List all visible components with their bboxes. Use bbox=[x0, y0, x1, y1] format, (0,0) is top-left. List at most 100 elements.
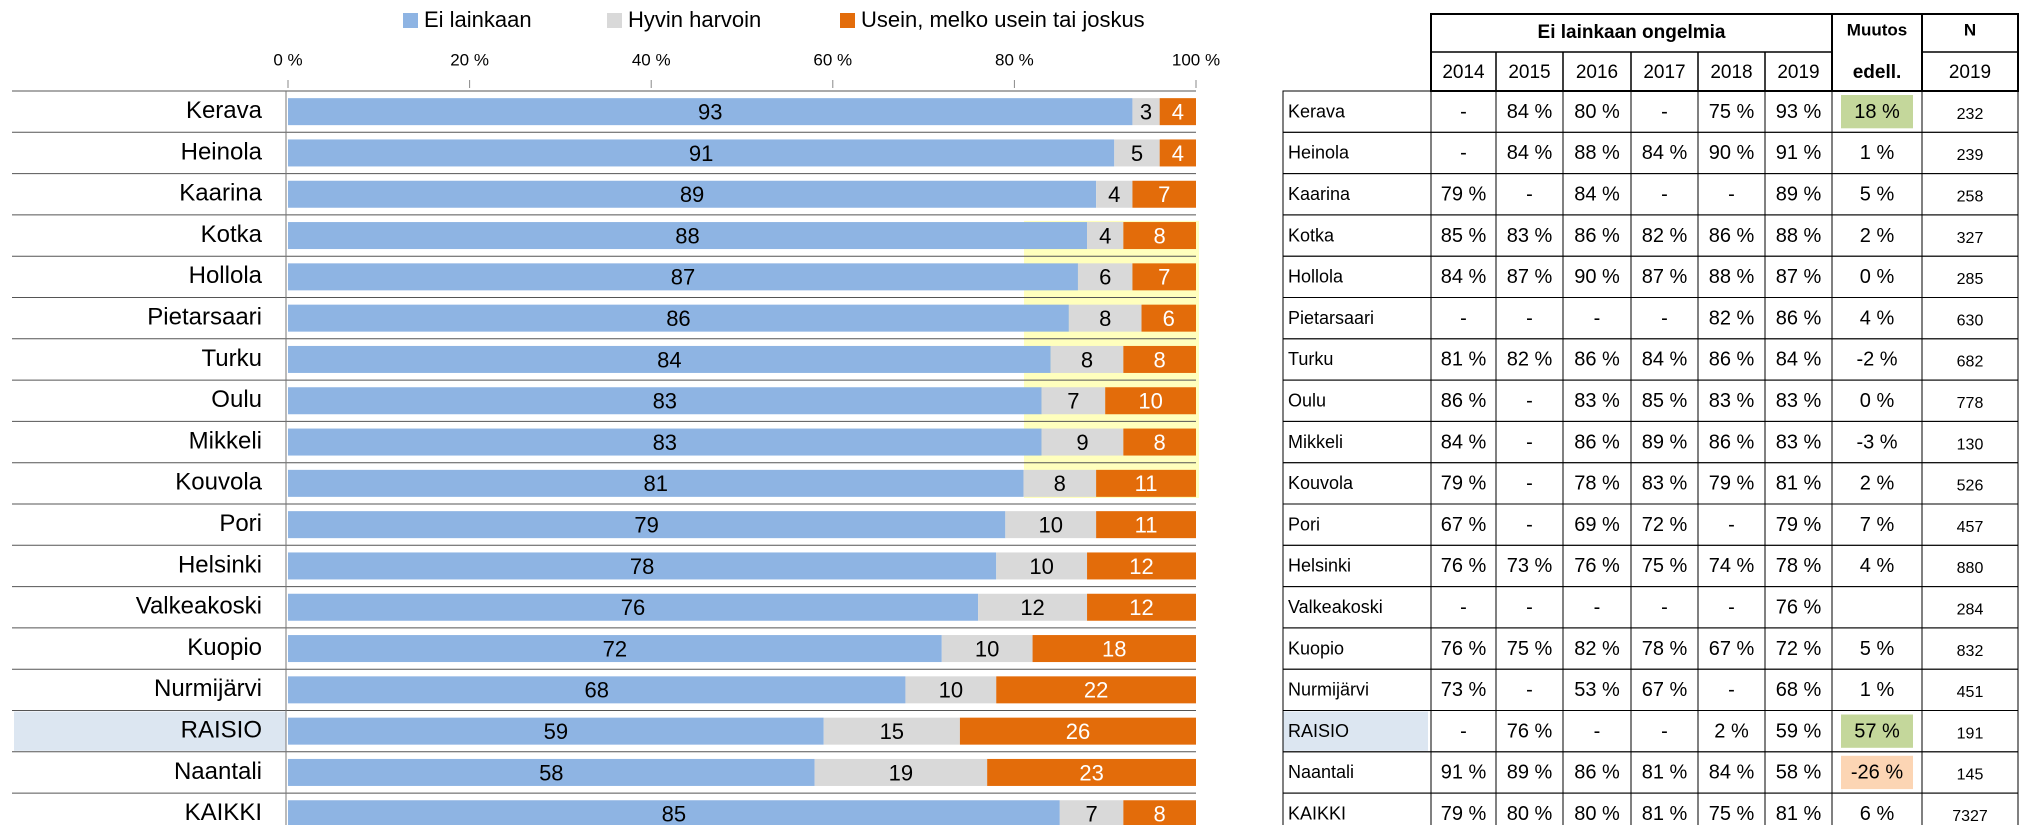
bar-segment bbox=[288, 800, 1060, 825]
bar-segment bbox=[1114, 139, 1160, 167]
table-cell: 79 % bbox=[1776, 514, 1822, 536]
table-cell: 84 % bbox=[1441, 431, 1487, 453]
table-cell: 73 % bbox=[1507, 555, 1553, 577]
table-cell: 89 % bbox=[1776, 184, 1822, 206]
n-value: 145 bbox=[1957, 767, 1984, 784]
bar-segment bbox=[288, 593, 979, 621]
n-value: 682 bbox=[1957, 354, 1984, 371]
change-highlight bbox=[1841, 714, 1913, 748]
n-value: 285 bbox=[1957, 271, 1984, 288]
table-cell: 76 % bbox=[1507, 720, 1553, 742]
data-label: 9 bbox=[1076, 430, 1088, 455]
n-header: 2019 bbox=[1949, 62, 1991, 83]
table-cell: - bbox=[1526, 679, 1533, 701]
change-value: 18 % bbox=[1854, 101, 1900, 123]
change-value: 4 % bbox=[1860, 555, 1895, 577]
data-label: 84 bbox=[657, 347, 681, 372]
table-cell: 85 % bbox=[1441, 225, 1487, 247]
data-label: 79 bbox=[634, 512, 658, 537]
table-row-name: Kerava bbox=[1288, 101, 1346, 121]
data-label: 58 bbox=[539, 760, 563, 785]
table-cell: 74 % bbox=[1709, 555, 1755, 577]
data-label: 10 bbox=[1029, 554, 1053, 579]
row-label: Oulu bbox=[211, 386, 262, 413]
table-cell: 79 % bbox=[1441, 473, 1487, 495]
table-cell: 88 % bbox=[1574, 142, 1620, 164]
table-cell: 86 % bbox=[1776, 307, 1822, 329]
table-cell: - bbox=[1661, 597, 1668, 619]
bar-segment bbox=[1041, 387, 1106, 415]
change-value: 7 % bbox=[1860, 514, 1895, 536]
table-cell: - bbox=[1526, 514, 1533, 536]
data-label: 10 bbox=[1038, 512, 1062, 537]
data-label: 83 bbox=[653, 430, 677, 455]
bar-segment bbox=[987, 758, 1196, 786]
table-row-name: Pietarsaari bbox=[1288, 308, 1374, 328]
legend-swatch bbox=[403, 13, 418, 28]
table-cell: 84 % bbox=[1642, 142, 1688, 164]
data-label: 7 bbox=[1158, 265, 1170, 290]
table-cell: 81 % bbox=[1776, 803, 1822, 825]
n-cell bbox=[1921, 792, 2019, 825]
change-value: 4 % bbox=[1860, 307, 1895, 329]
data-label: 91 bbox=[689, 141, 713, 166]
legend-label: Ei lainkaan bbox=[424, 7, 532, 32]
table-cell: 79 % bbox=[1709, 473, 1755, 495]
table-cell: 84 % bbox=[1507, 142, 1553, 164]
data-label: 11 bbox=[1135, 512, 1158, 537]
bar-segment bbox=[1159, 98, 1196, 126]
data-label: 87 bbox=[671, 265, 695, 290]
data-label: 93 bbox=[698, 99, 722, 124]
bar-segment bbox=[1123, 800, 1196, 825]
table-cell: 82 % bbox=[1709, 307, 1755, 329]
change-cell bbox=[1831, 586, 1923, 629]
table-cell: 83 % bbox=[1709, 390, 1755, 412]
row-label: Helsinki bbox=[178, 551, 262, 578]
table-cell: 75 % bbox=[1709, 803, 1755, 825]
bar-segment bbox=[1159, 139, 1196, 167]
row-label: Kuopio bbox=[187, 634, 262, 661]
n-value: 457 bbox=[1957, 519, 1984, 536]
change-highlight bbox=[1841, 755, 1913, 790]
data-label: 89 bbox=[680, 182, 704, 207]
table-cell: - bbox=[1526, 431, 1533, 453]
table-cell: 78 % bbox=[1642, 638, 1688, 660]
bar-segment bbox=[1096, 469, 1196, 497]
table-cell: 81 % bbox=[1441, 349, 1487, 371]
legend-label: Usein, melko usein tai joskus bbox=[861, 7, 1145, 32]
row-label: Naantali bbox=[174, 758, 262, 785]
n-value: 880 bbox=[1957, 560, 1984, 577]
data-label: 8 bbox=[1099, 306, 1111, 331]
data-label: 5 bbox=[1131, 141, 1143, 166]
table-cell: 86 % bbox=[1574, 225, 1620, 247]
change-value: 1 % bbox=[1860, 679, 1895, 701]
table-row-name: Valkeakoski bbox=[1288, 597, 1383, 617]
table-cell: 93 % bbox=[1776, 101, 1822, 123]
table-cell: 67 % bbox=[1642, 679, 1688, 701]
table-cell: 89 % bbox=[1642, 431, 1688, 453]
row-label: Hollola bbox=[189, 262, 263, 289]
table-cell: 87 % bbox=[1642, 266, 1688, 288]
x-tick-label: 40 % bbox=[632, 50, 671, 69]
row-label: Turku bbox=[202, 345, 262, 372]
table-group-header: Ei lainkaan ongelmia bbox=[1538, 22, 1726, 43]
bar-segment bbox=[288, 717, 824, 745]
table-cell: 86 % bbox=[1709, 349, 1755, 371]
table-cell: 81 % bbox=[1642, 803, 1688, 825]
bar-segment bbox=[1041, 428, 1124, 456]
table-cell: 90 % bbox=[1574, 266, 1620, 288]
bar-segment bbox=[288, 263, 1078, 291]
table-cell: 2 % bbox=[1714, 720, 1749, 742]
table-cell: 72 % bbox=[1776, 638, 1822, 660]
table-cell: - bbox=[1728, 597, 1735, 619]
data-label: 8 bbox=[1054, 471, 1066, 496]
table-cell: 75 % bbox=[1709, 101, 1755, 123]
bar-segment bbox=[1105, 387, 1196, 415]
bar-segment bbox=[1059, 800, 1124, 825]
table-cell: - bbox=[1526, 390, 1533, 412]
bar-segment bbox=[823, 717, 960, 745]
x-tick-label: 0 % bbox=[273, 50, 302, 69]
table-cell: - bbox=[1728, 514, 1735, 536]
table-cell: 75 % bbox=[1642, 555, 1688, 577]
